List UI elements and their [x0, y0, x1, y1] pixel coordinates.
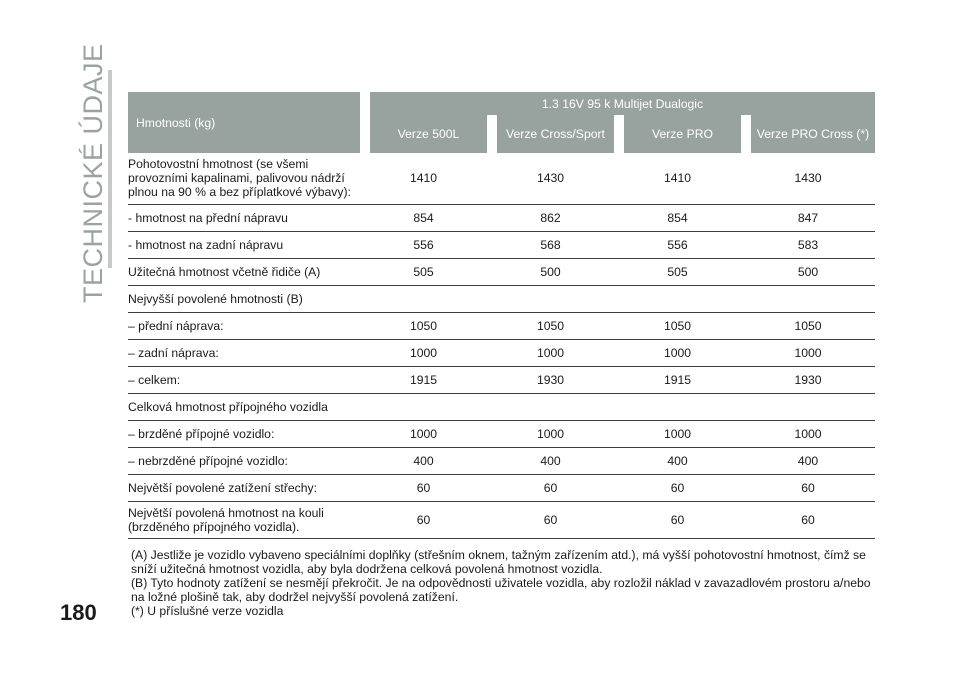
cell-value: 400 [741, 447, 875, 475]
cell-value: 1050 [487, 312, 614, 340]
cell-value: 400 [614, 447, 741, 475]
cell-value [487, 285, 614, 313]
cell-value: 583 [741, 231, 875, 259]
cell-value: 1410 [360, 153, 487, 205]
cell-value: 556 [360, 231, 487, 259]
row-label: Největší povolená hmotnost na kouli (brz… [128, 501, 360, 539]
cell-value: 556 [614, 231, 741, 259]
table-row: Největší povolená hmotnost na kouli (brz… [128, 501, 875, 539]
cell-value: 505 [360, 258, 487, 286]
row-label: – zadní náprava: [128, 339, 360, 367]
cell-value: 1050 [360, 312, 487, 340]
cell-value: 847 [741, 204, 875, 232]
table-row: – zadní náprava: 1000 1000 1000 1000 [128, 339, 875, 367]
column-header: Verze PRO [624, 115, 741, 153]
cell-value: 60 [487, 474, 614, 502]
column-header: Verze 500L [370, 115, 487, 153]
cell-value: 1430 [487, 153, 614, 205]
section-title-text: TECHNICKÉ ÚDAJE [78, 43, 108, 303]
table-body: Pohotovostní hmotnost (se všemi provozní… [128, 153, 875, 539]
cell-value: 1000 [614, 420, 741, 448]
header-row-versions: Verze 500L Verze Cross/Sport Verze PRO V… [128, 115, 875, 153]
table-row: Největší povolené zatížení střechy: 60 60 6… [128, 474, 875, 502]
footnote-a: (A) Jestliže je vozidlo vybaveno speciál… [131, 548, 866, 576]
cell-value: 500 [487, 258, 614, 286]
table-row: - hmotnost na zadní nápravu 556 568 556 583 [128, 231, 875, 259]
cell-value: 1000 [487, 339, 614, 367]
row-label: – přední náprava: [128, 312, 360, 340]
table-row: – nebrzděné přípojné vozidlo: 400 400 400 40… [128, 447, 875, 475]
column-header: Verze PRO Cross (*) [751, 115, 875, 153]
weights-table: Hmotnosti (kg) 1.3 16V 95 k Multijet Dua… [128, 92, 875, 539]
table-row: Celková hmotnost přípojného vozidla [128, 393, 875, 421]
section-divider [108, 70, 112, 268]
cell-value: 1000 [487, 420, 614, 448]
row-label: Nejvyšší povolené hmotnosti (B) [128, 285, 360, 313]
cell-value: 60 [741, 501, 875, 539]
cell-value: 1430 [741, 153, 875, 205]
table-row: Nejvyšší povolené hmotnosti (B) [128, 285, 875, 313]
cell-value [741, 285, 875, 313]
row-label: – nebrzděné přípojné vozidlo: [128, 447, 360, 475]
cell-value: 400 [487, 447, 614, 475]
cell-value: 60 [360, 501, 487, 539]
row-label: – brzděné přípojné vozidlo: [128, 420, 360, 448]
cell-value: 60 [614, 474, 741, 502]
cell-value: 1915 [614, 366, 741, 394]
cell-value: 1000 [741, 339, 875, 367]
cell-value: 60 [360, 474, 487, 502]
cell-value: 1930 [741, 366, 875, 394]
cell-value: 1050 [614, 312, 741, 340]
footnotes: (A) Jestliže je vozidlo vybaveno speciál… [131, 548, 876, 618]
row-label: – celkem: [128, 366, 360, 394]
cell-value [741, 393, 875, 421]
cell-value: 500 [741, 258, 875, 286]
cell-value [487, 393, 614, 421]
table-row: - hmotnost na přední nápravu 854 862 854 847 [128, 204, 875, 232]
row-label: - hmotnost na zadní nápravu [128, 231, 360, 259]
cell-value: 1930 [487, 366, 614, 394]
header-row-engine: Hmotnosti (kg) 1.3 16V 95 k Multijet Dua… [128, 92, 875, 153]
cell-value: 505 [614, 258, 741, 286]
page-number: 180 [60, 600, 97, 625]
header-gap [614, 115, 624, 153]
cell-value: 60 [487, 501, 614, 539]
cell-value [360, 393, 487, 421]
table-row: Užitečná hmotnost včetně řidiče (A) 505 50… [128, 258, 875, 286]
table-row: – celkem: 1915 1930 1915 1930 [128, 366, 875, 394]
row-label: Užitečná hmotnost včetně řidiče (A) [128, 258, 360, 286]
cell-value: 60 [614, 501, 741, 539]
row-header: Hmotnosti (kg) [128, 92, 360, 153]
table-row: – brzděné přípojné vozidlo: 1000 1000 1000 1… [128, 420, 875, 448]
cell-value: 1410 [614, 153, 741, 205]
row-label: Pohotovostní hmotnost (se všemi provozní… [128, 153, 360, 205]
cell-value: 854 [614, 204, 741, 232]
column-header: Verze Cross/Sport [497, 115, 614, 153]
row-label: Celková hmotnost přípojného vozidla [128, 393, 360, 421]
cell-value: 1000 [614, 339, 741, 367]
header-gap [360, 92, 370, 153]
cell-value: 854 [360, 204, 487, 232]
cell-value: 1915 [360, 366, 487, 394]
footnote-b: (B) Tyto hodnoty zatížení se nesmějí pře… [131, 576, 871, 604]
cell-value: 1050 [741, 312, 875, 340]
table-row: Pohotovostní hmotnost (se všemi provozní… [128, 153, 875, 205]
cell-value: 862 [487, 204, 614, 232]
cell-value: 1000 [360, 339, 487, 367]
cell-value [614, 393, 741, 421]
cell-value [360, 285, 487, 313]
row-label: Největší povolené zatížení střechy: [128, 474, 360, 502]
cell-value: 60 [741, 474, 875, 502]
cell-value: 568 [487, 231, 614, 259]
row-label: - hmotnost na přední nápravu [128, 204, 360, 232]
footnote-star: (*) U příslušné verze vozidla [131, 604, 284, 618]
cell-value: 1000 [741, 420, 875, 448]
cell-value: 1000 [360, 420, 487, 448]
engine-header: 1.3 16V 95 k Multijet Dualogic [370, 92, 875, 115]
table-row: – přední náprava: 1050 1050 1050 1050 [128, 312, 875, 340]
header-gap [487, 115, 497, 153]
cell-value [614, 285, 741, 313]
cell-value: 400 [360, 447, 487, 475]
header-gap [741, 115, 751, 153]
